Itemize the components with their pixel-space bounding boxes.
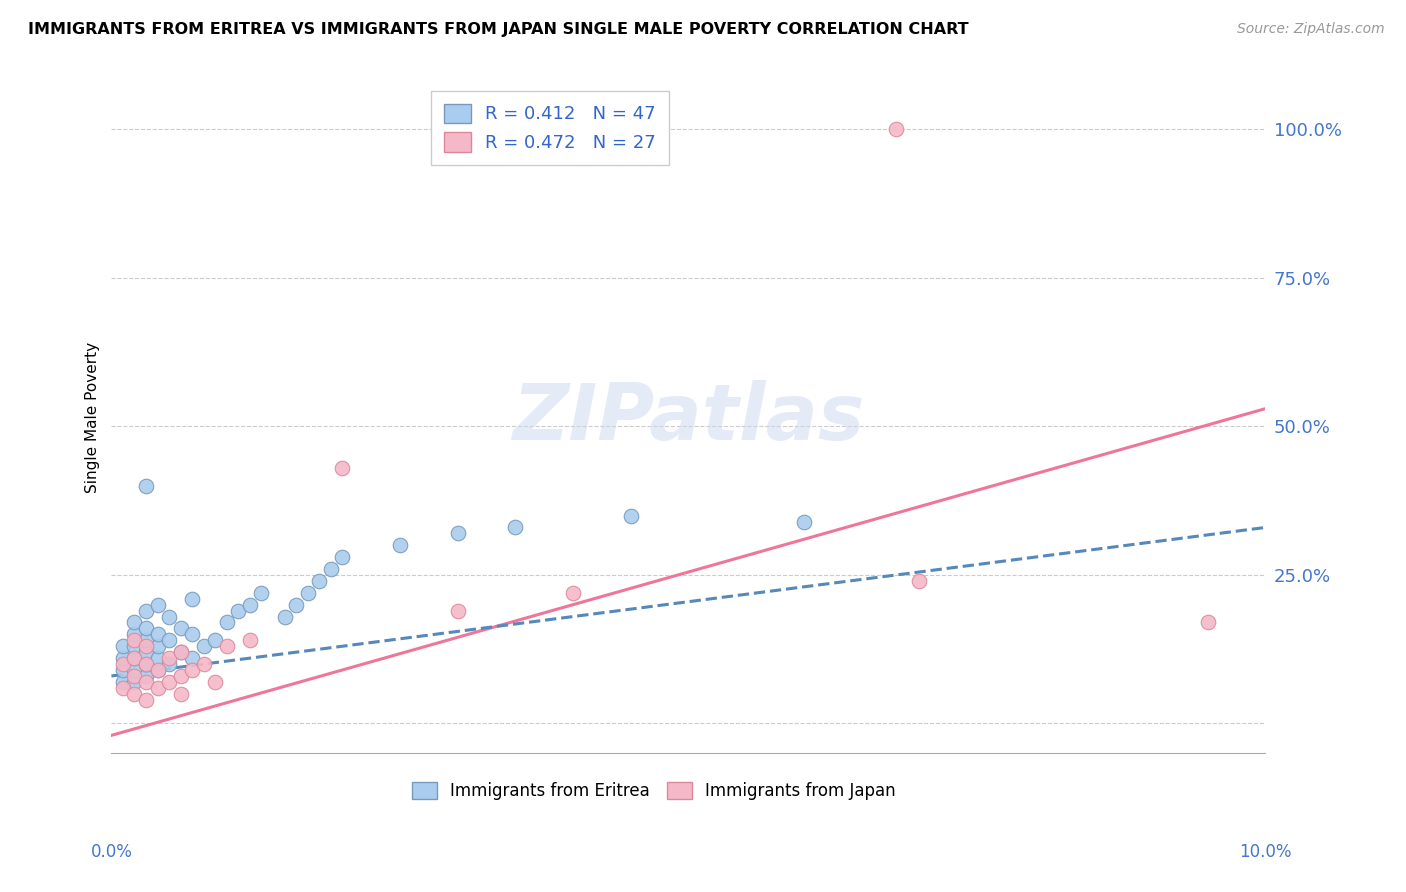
Point [193, 639, 215, 653]
Point [308, 574, 330, 588]
Point [169, 645, 191, 659]
Text: Source: ZipAtlas.com: Source: ZipAtlas.com [1237, 22, 1385, 37]
Point [124, 639, 146, 653]
Point [124, 651, 146, 665]
Point [124, 615, 146, 630]
Point [215, 615, 238, 630]
Point [157, 609, 180, 624]
Point [228, 604, 250, 618]
Point [204, 633, 226, 648]
Point [111, 657, 134, 671]
Point [446, 604, 468, 618]
Point [181, 591, 204, 606]
Point [181, 663, 204, 677]
Point [388, 538, 411, 552]
Point [111, 663, 134, 677]
Point [157, 674, 180, 689]
Point [135, 645, 157, 659]
Point [250, 586, 273, 600]
Text: 10.0%: 10.0% [1239, 843, 1292, 861]
Point [135, 692, 157, 706]
Point [239, 598, 262, 612]
Point [111, 639, 134, 653]
Point [157, 657, 180, 671]
Point [146, 627, 169, 641]
Point [505, 520, 527, 534]
Point [146, 681, 169, 695]
Point [215, 639, 238, 653]
Point [446, 526, 468, 541]
Point [793, 515, 815, 529]
Point [146, 663, 169, 677]
Point [135, 674, 157, 689]
Text: IMMIGRANTS FROM ERITREA VS IMMIGRANTS FROM JAPAN SINGLE MALE POVERTY CORRELATION: IMMIGRANTS FROM ERITREA VS IMMIGRANTS FR… [28, 22, 969, 37]
Point [181, 651, 204, 665]
Point [146, 651, 169, 665]
Point [111, 674, 134, 689]
Point [146, 598, 169, 612]
Point [157, 633, 180, 648]
Point [124, 633, 146, 648]
Point [273, 609, 295, 624]
Point [169, 669, 191, 683]
Point [124, 651, 146, 665]
Point [124, 687, 146, 701]
Legend: Immigrants from Eritrea, Immigrants from Japan: Immigrants from Eritrea, Immigrants from… [404, 773, 904, 809]
Point [124, 627, 146, 641]
Point [157, 651, 180, 665]
Point [620, 508, 643, 523]
Point [124, 669, 146, 683]
Text: ZIPatlas: ZIPatlas [512, 379, 865, 456]
Point [146, 639, 169, 653]
Point [169, 622, 191, 636]
Point [204, 674, 226, 689]
Point [908, 574, 931, 588]
Point [297, 586, 319, 600]
Point [193, 657, 215, 671]
Point [330, 550, 353, 565]
Point [146, 663, 169, 677]
Point [135, 657, 157, 671]
Point [135, 669, 157, 683]
Point [135, 657, 157, 671]
Point [135, 604, 157, 618]
Text: 0.0%: 0.0% [90, 843, 132, 861]
Y-axis label: Single Male Poverty: Single Male Poverty [86, 342, 100, 493]
Point [135, 479, 157, 493]
Point [169, 645, 191, 659]
Point [884, 122, 907, 136]
Point [169, 687, 191, 701]
Point [124, 663, 146, 677]
Point [562, 586, 585, 600]
Point [124, 674, 146, 689]
Point [1197, 615, 1219, 630]
Point [111, 681, 134, 695]
Point [181, 627, 204, 641]
Point [319, 562, 342, 576]
Point [135, 622, 157, 636]
Point [330, 461, 353, 475]
Point [135, 633, 157, 648]
Point [111, 651, 134, 665]
Point [239, 633, 262, 648]
Point [285, 598, 308, 612]
Point [135, 639, 157, 653]
